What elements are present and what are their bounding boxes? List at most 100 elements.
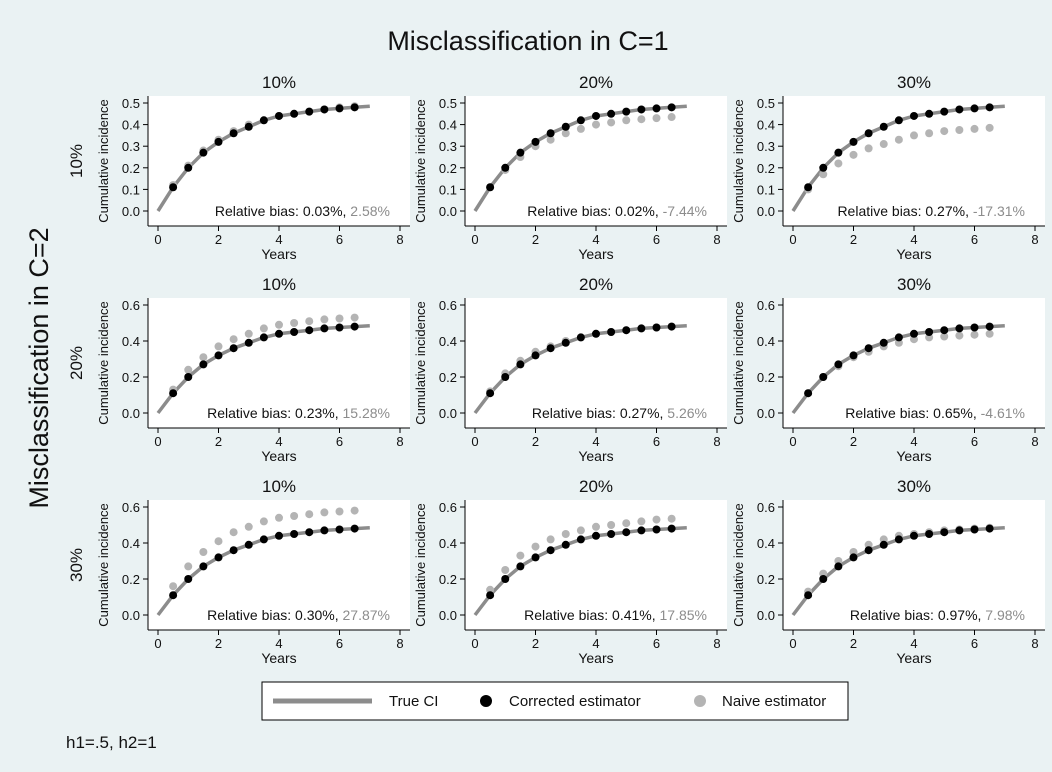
corrected-point — [667, 322, 676, 331]
naive-point — [244, 522, 253, 531]
corrected-point — [955, 324, 964, 333]
corrected-point — [561, 338, 570, 347]
corrected-point — [350, 524, 359, 533]
y-tick-label: 0.0 — [757, 608, 775, 623]
corrected-point — [637, 526, 646, 535]
legend-corrected-label: Corrected estimator — [509, 693, 641, 710]
panel-row-label: 20% — [67, 346, 86, 380]
panel-column-label: 20% — [579, 73, 613, 92]
x-axis-title: Years — [261, 246, 296, 262]
corrected-point — [985, 524, 994, 533]
plot-area — [465, 500, 727, 630]
corrected-point — [879, 540, 888, 549]
row-title: Misclassification in C=2 — [24, 227, 54, 508]
x-tick-label: 6 — [653, 434, 660, 449]
corrected-point — [244, 122, 253, 131]
y-tick-label: 0.6 — [439, 500, 457, 515]
y-axis-title: Cumulative incidence — [731, 503, 746, 627]
y-tick-label: 0.1 — [757, 182, 775, 197]
relative-bias-corrected: Relative bias: 0.27%, — [532, 405, 667, 421]
relative-bias-naive: 2.58% — [350, 203, 390, 219]
y-tick-label: 0.3 — [439, 139, 457, 154]
corrected-point — [546, 344, 555, 353]
x-axis-title: Years — [578, 448, 613, 464]
naive-point — [275, 320, 283, 329]
panel-column-label: 30% — [897, 477, 931, 496]
naive-point — [894, 135, 903, 144]
x-tick-label: 4 — [910, 232, 917, 247]
panel-column-label: 30% — [897, 275, 931, 294]
naive-point — [955, 331, 964, 340]
corrected-point — [486, 591, 495, 600]
naive-point — [970, 124, 979, 133]
corrected-point — [501, 575, 510, 583]
corrected-point — [169, 591, 178, 600]
corrected-point — [350, 322, 359, 331]
naive-point — [985, 329, 994, 338]
x-tick-label: 8 — [713, 434, 720, 449]
naive-point — [910, 131, 918, 140]
y-tick-label: 0.4 — [439, 334, 457, 349]
x-tick-label: 0 — [789, 636, 796, 651]
corrected-point — [259, 116, 268, 125]
panel-2-3: 30% 0.0 0.2 0.4 0.6 0 2 4 6 8 Years Cumulative inci… — [731, 275, 1045, 464]
relative-bias-note: Relative bias: 0.27%, -17.31% — [837, 203, 1025, 219]
corrected-point — [169, 183, 178, 192]
relative-bias-naive: 27.87% — [343, 607, 390, 623]
panel-2-1: 10% 20% 0.0 0.2 0.4 0.6 0 2 4 6 8 Years Cumulative i… — [67, 275, 410, 464]
naive-point — [592, 522, 600, 531]
corrected-point — [622, 107, 631, 116]
naive-point — [576, 124, 585, 133]
y-tick-label: 0.6 — [122, 298, 140, 313]
naive-point — [652, 515, 661, 524]
y-tick-label: 0.6 — [757, 298, 775, 313]
naive-point — [259, 324, 268, 333]
corrected-point — [864, 546, 873, 555]
x-tick-label: 0 — [471, 434, 478, 449]
naive-point — [214, 537, 223, 546]
corrected-point — [804, 389, 813, 398]
y-tick-label: 0.0 — [439, 608, 457, 623]
corrected-point — [335, 104, 344, 113]
naive-point — [350, 506, 359, 515]
x-tick-label: 4 — [275, 232, 282, 247]
corrected-point — [229, 344, 238, 353]
x-tick-label: 2 — [215, 636, 222, 651]
x-tick-label: 4 — [592, 636, 599, 651]
corrected-point — [804, 591, 813, 600]
naive-point — [244, 329, 253, 338]
x-tick-label: 0 — [789, 434, 796, 449]
x-tick-label: 2 — [850, 232, 857, 247]
corrected-point — [637, 324, 646, 333]
y-tick-label: 0.2 — [122, 370, 140, 385]
corrected-point — [531, 553, 540, 562]
relative-bias-note: Relative bias: 0.23%, 15.28% — [207, 405, 390, 421]
panel-3-3: 30% 0.0 0.2 0.4 0.6 0 2 4 6 8 Years Cumulative inci… — [731, 477, 1045, 666]
corrected-point — [940, 107, 949, 116]
relative-bias-corrected: Relative bias: 0.65%, — [845, 405, 980, 421]
panel-3-2: 20% 0.0 0.2 0.4 0.6 0 2 4 6 8 Years Cumulative inci… — [413, 477, 727, 666]
naive-point — [350, 313, 359, 322]
relative-bias-naive: -7.44% — [663, 203, 707, 219]
corrected-point — [214, 351, 223, 360]
x-tick-label: 4 — [275, 636, 282, 651]
corrected-point — [184, 373, 193, 381]
corrected-point — [622, 528, 631, 537]
y-tick-label: 0.6 — [122, 500, 140, 515]
corrected-point — [607, 530, 616, 538]
naive-point — [970, 330, 979, 339]
x-tick-label: 0 — [471, 232, 478, 247]
relative-bias-corrected: Relative bias: 0.23%, — [207, 405, 342, 421]
panel-column-label: 10% — [262, 73, 296, 92]
naive-point — [940, 332, 949, 341]
y-tick-label: 0.0 — [439, 204, 457, 219]
naive-point — [819, 170, 828, 179]
corrected-point — [652, 323, 661, 332]
panel-2-2: 20% 0.0 0.2 0.4 0.6 0 2 4 6 8 Years Cumulative inci… — [413, 275, 727, 464]
y-tick-label: 0.0 — [757, 204, 775, 219]
corrected-point — [925, 328, 934, 336]
corrected-point — [576, 535, 585, 544]
corrected-point — [910, 329, 918, 338]
y-tick-label: 0.2 — [122, 161, 140, 176]
